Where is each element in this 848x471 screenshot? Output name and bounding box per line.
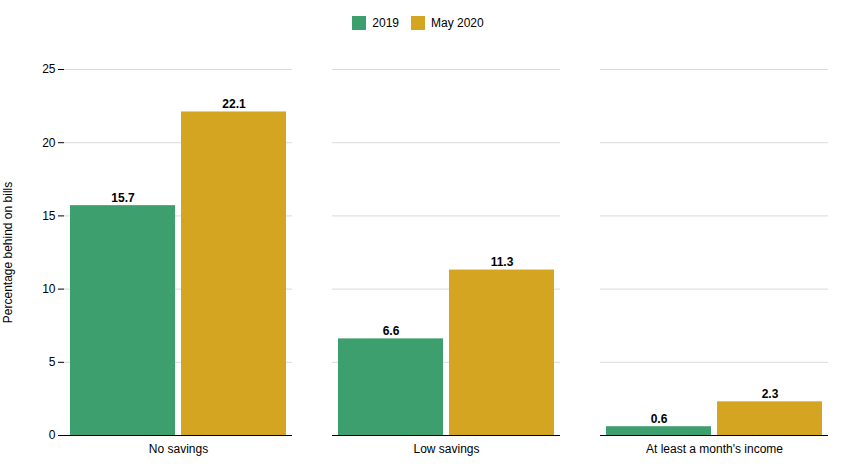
svg-text:25: 25 xyxy=(42,62,56,76)
svg-text:15: 15 xyxy=(42,209,56,223)
svg-text:At least a month's income: At least a month's income xyxy=(646,442,783,456)
svg-text:2.3: 2.3 xyxy=(762,387,779,401)
svg-text:No savings: No savings xyxy=(149,442,208,456)
svg-text:11.3: 11.3 xyxy=(491,255,514,269)
html-text:2019: 2019 xyxy=(372,15,399,30)
svg-text:0: 0 xyxy=(49,428,56,442)
svg-text:10: 10 xyxy=(42,282,56,296)
svg-text:6.6: 6.6 xyxy=(383,324,400,338)
svg-text:15.7: 15.7 xyxy=(111,191,135,205)
svg-text:22.1: 22.1 xyxy=(222,97,246,111)
svg-text:20: 20 xyxy=(42,136,56,150)
svg-text:0.6: 0.6 xyxy=(651,412,668,426)
html-text:May 2020: May 2020 xyxy=(431,15,484,30)
svg-text:Percentage behind on bills: Percentage behind on bills xyxy=(1,182,15,323)
svg-text:5: 5 xyxy=(49,355,56,369)
svg-text:Low savings: Low savings xyxy=(413,442,479,456)
